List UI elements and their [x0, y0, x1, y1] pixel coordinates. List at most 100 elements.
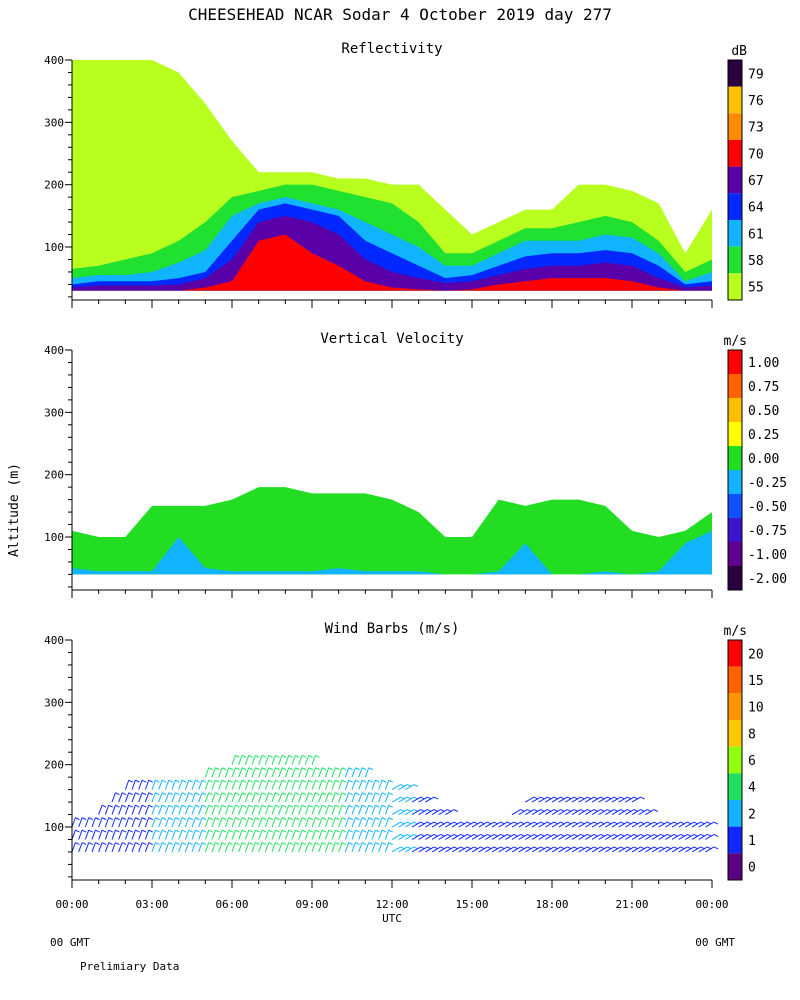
- wind-barb: [578, 796, 588, 803]
- wind-barb: [351, 829, 356, 840]
- colorbar-unit: m/s: [724, 334, 747, 349]
- wind-barb: [605, 834, 615, 840]
- wind-barb-flag: [321, 842, 327, 845]
- wind-barb-flag: [181, 817, 187, 821]
- wind-barb: [304, 829, 310, 840]
- wind-barb: [591, 834, 601, 840]
- y-tick-label: 400: [44, 54, 64, 67]
- wind-barb-flag: [155, 804, 160, 808]
- wind-barb: [298, 780, 303, 790]
- colorbar-label: 0: [748, 861, 756, 876]
- wind-barb-flag: [375, 842, 380, 845]
- wind-barb-flag: [215, 842, 220, 845]
- wind-barb-flag: [155, 792, 160, 796]
- wind-barb: [251, 780, 256, 790]
- wind-barb: [445, 809, 455, 815]
- wind-barb: [158, 829, 163, 840]
- wind-barb-flag: [261, 804, 267, 808]
- wind-barb-flag: [241, 817, 247, 821]
- wind-barb: [251, 767, 256, 778]
- wind-barb-flag: [261, 767, 267, 771]
- wind-barb: [158, 780, 163, 790]
- wind-barb-flag: [653, 809, 659, 812]
- footer-left-label: 00 GMT: [50, 936, 90, 949]
- wind-barb: [458, 846, 468, 853]
- wind-barb-flag: [201, 817, 207, 821]
- wind-barb-flag: [315, 817, 320, 821]
- wind-barb-flag: [108, 829, 113, 833]
- wind-barb-flag: [195, 817, 200, 821]
- wind-barb: [304, 817, 310, 828]
- wind-barb: [678, 821, 688, 828]
- wind-barb: [578, 834, 588, 840]
- wind-barb: [331, 767, 336, 778]
- wind-barb: [611, 834, 621, 840]
- wind-barb: [551, 846, 561, 853]
- wind-barb: [338, 804, 343, 815]
- wind-barb-flag: [348, 767, 353, 771]
- wind-barb-flag: [288, 804, 293, 808]
- colorbar-label: 1.00: [748, 356, 779, 371]
- wind-barb: [258, 829, 263, 840]
- wind-barb: [645, 834, 655, 840]
- wind-barb-flag: [301, 829, 307, 833]
- wind-barb-flag: [348, 842, 353, 845]
- wind-barb-flag: [308, 804, 313, 808]
- wind-barb-flag: [168, 779, 173, 783]
- wind-barb: [418, 846, 428, 853]
- velocity-zero-band: [72, 487, 712, 575]
- wind-barb-flag: [328, 817, 333, 821]
- wind-barb: [418, 821, 428, 828]
- wind-barb-flag: [288, 767, 293, 771]
- wind-barb-flag: [81, 842, 87, 845]
- wind-barb: [158, 817, 163, 828]
- wind-barb-flag: [261, 829, 267, 833]
- wind-barb-flag: [235, 829, 240, 833]
- wind-barb: [485, 821, 495, 828]
- wind-barb-flag: [275, 817, 280, 821]
- wind-barb: [658, 846, 668, 853]
- wind-barb-flag: [208, 767, 213, 771]
- wind-barb-flag: [195, 779, 200, 783]
- wind-barb: [505, 846, 515, 853]
- wind-barb: [371, 804, 376, 815]
- colorbar-unit: m/s: [724, 624, 747, 639]
- colorbar-label: 0.75: [748, 380, 779, 395]
- wind-barb-flag: [261, 779, 267, 783]
- x-tick-label: 09:00: [295, 898, 328, 911]
- wind-barb-flag: [248, 842, 253, 845]
- wind-barb-flag: [328, 767, 333, 771]
- wind-barb-flag: [281, 792, 287, 796]
- wind-barb: [538, 796, 548, 803]
- wind-barb: [111, 842, 116, 853]
- wind-barb-flag: [148, 779, 153, 783]
- wind-barb: [358, 842, 363, 853]
- wind-barb: [384, 804, 390, 815]
- wind-barb: [258, 780, 263, 790]
- wind-barb-flag: [208, 829, 213, 833]
- wind-barb: [258, 755, 263, 765]
- wind-barb: [611, 796, 621, 803]
- wind-barb-flag: [181, 792, 187, 796]
- wind-barb-flag: [175, 779, 180, 783]
- wind-barb: [451, 846, 461, 853]
- colorbar-swatch: [728, 60, 742, 87]
- wind-barb: [471, 834, 481, 840]
- wind-barb: [625, 809, 635, 815]
- wind-barb-flag: [241, 792, 247, 796]
- wind-barb-flag: [141, 792, 147, 796]
- wind-barb: [278, 829, 283, 840]
- footnote-preliminary: Prelimiary Data: [80, 960, 179, 973]
- wind-barb-flag: [148, 817, 153, 821]
- wind-barb: [411, 809, 421, 815]
- wind-barb: [298, 755, 303, 765]
- wind-barb-flag: [221, 817, 227, 821]
- wind-barb-flag: [221, 842, 227, 845]
- wind-barb: [291, 829, 296, 840]
- wind-barb-flag: [221, 767, 227, 771]
- wind-barb-flag: [195, 829, 200, 833]
- wind-barb-flag: [121, 842, 127, 845]
- wind-barb: [358, 792, 363, 803]
- wind-barb: [138, 817, 143, 828]
